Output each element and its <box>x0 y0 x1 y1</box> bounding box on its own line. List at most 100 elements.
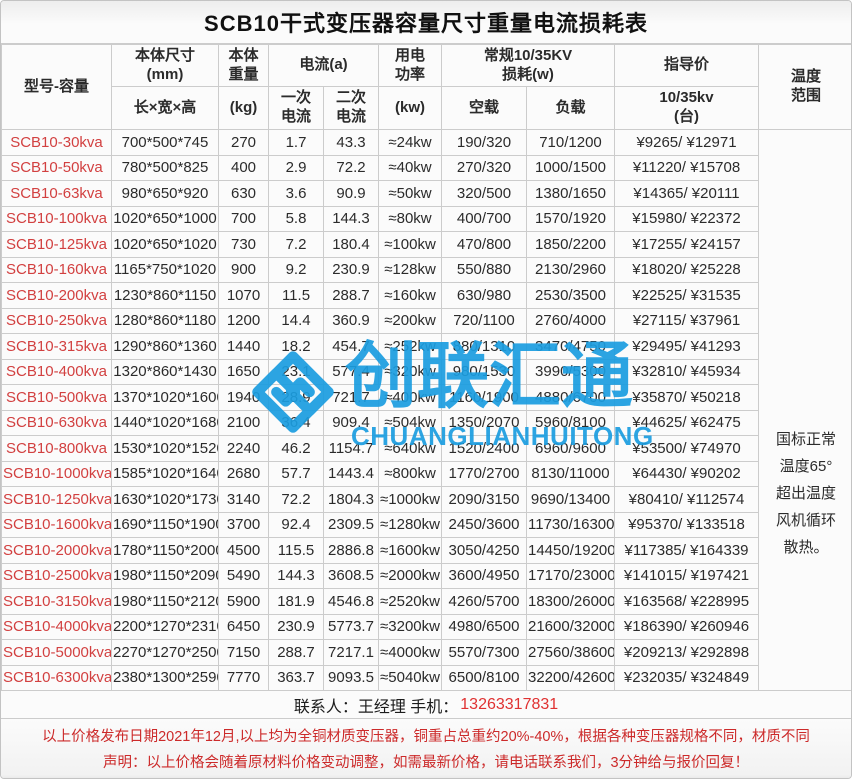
table-row: SCB10-1000kva 1585*1020*1640 2680 57.7 1443.… <box>1 460 852 487</box>
secondary-current-cell: 288.7 <box>323 282 379 309</box>
load-loss-cell: 1570/1920 <box>526 205 615 232</box>
power-cell: ≈80kw <box>378 205 442 232</box>
power-cell: ≈800kw <box>378 460 442 487</box>
noload-loss-cell: 1520/2400 <box>441 435 527 462</box>
noload-loss-cell: 400/700 <box>441 205 527 232</box>
noload-loss-cell: 4980/6500 <box>441 613 527 640</box>
secondary-current-cell: 454.7 <box>323 333 379 360</box>
model-cell: SCB10-1000kva <box>1 460 112 487</box>
dimensions-cell: 1280*860*1180 <box>111 307 219 334</box>
dimensions-cell: 700*500*745 <box>111 129 219 156</box>
price-cell: ¥14365/ ¥20111 <box>614 180 759 207</box>
noload-loss-cell: 270/320 <box>441 154 527 181</box>
model-cell: SCB10-50kva <box>1 154 112 181</box>
dimensions-cell: 1980*1150*2090 <box>111 562 219 589</box>
load-loss-cell: 8130/11000 <box>526 460 615 487</box>
load-loss-cell: 5960/8100 <box>526 409 615 436</box>
table-row: SCB10-100kva 1020*650*1000 700 5.8 144.3 ≈80k… <box>1 205 852 232</box>
table-row: SCB10-6300kva 2380*1300*2590 7770 363.7 9093… <box>1 664 852 691</box>
current-header: 电流(a) <box>268 44 379 87</box>
noload-loss-cell: 720/1100 <box>441 307 527 334</box>
model-cell: SCB10-30kva <box>1 129 112 156</box>
primary-current-cell: 363.7 <box>268 664 324 691</box>
weight-cell: 270 <box>218 129 269 156</box>
primary-current-cell: 14.4 <box>268 307 324 334</box>
load-loss-cell: 1380/1650 <box>526 180 615 207</box>
weight-sub-header: (kg) <box>218 86 269 130</box>
page-title: SCB10干式变压器容量尺寸重量电流损耗表 <box>1 1 851 44</box>
dimensions-cell: 1290*860*1360 <box>111 333 219 360</box>
price-cell: ¥163568/ ¥228995 <box>614 588 759 615</box>
weight-cell: 630 <box>218 180 269 207</box>
primary-current-cell: 1.7 <box>268 129 324 156</box>
primary-current-cell: 230.9 <box>268 613 324 640</box>
power-cell: ≈2000kw <box>378 562 442 589</box>
secondary-current-cell: 3608.5 <box>323 562 379 589</box>
dimensions-cell: 1585*1020*1640 <box>111 460 219 487</box>
model-cell: SCB10-315kva <box>1 333 112 360</box>
primary-current-cell: 288.7 <box>268 639 324 666</box>
model-cell: SCB10-630kva <box>1 409 112 436</box>
table-row: SCB10-63kva 980*650*920 630 3.6 90.9 ≈50kw 320… <box>1 180 852 207</box>
noload-loss-cell: 980/1530 <box>441 358 527 385</box>
weight-cell: 900 <box>218 256 269 283</box>
weight-cell: 3140 <box>218 486 269 513</box>
table-row: SCB10-315kva 1290*860*1360 1440 18.2 454.7 ≈2… <box>1 333 852 360</box>
noload-loss-cell: 190/320 <box>441 129 527 156</box>
power-cell: ≈160kw <box>378 282 442 309</box>
noload-loss-cell: 550/880 <box>441 256 527 283</box>
secondary-current-cell: 721.7 <box>323 384 379 411</box>
price-cell: ¥186390/ ¥260946 <box>614 613 759 640</box>
table-row: SCB10-30kva 700*500*745 270 1.7 43.3 ≈24kw 190… <box>1 129 851 691</box>
price-cell: ¥9265/ ¥12971 <box>614 129 759 156</box>
power-cell: ≈5040kw <box>378 664 442 691</box>
noload-loss-cell: 6500/8100 <box>441 664 527 691</box>
load-loss-cell: 3990/5300 <box>526 358 615 385</box>
power-cell: ≈40kw <box>378 154 442 181</box>
load-loss-cell: 710/1200 <box>526 129 615 156</box>
price-sub-header: 10/35kv (台) <box>614 86 759 130</box>
load-loss-cell: 18300/26000 <box>526 588 615 615</box>
noload-loss-cell: 1770/2700 <box>441 460 527 487</box>
power-cell: ≈504kw <box>378 409 442 436</box>
power-cell: ≈320kw <box>378 358 442 385</box>
power-cell: ≈3200kw <box>378 613 442 640</box>
dimensions-cell: 980*650*920 <box>111 180 219 207</box>
load-loss-cell: 11730/16300 <box>526 511 615 538</box>
dimensions-cell: 1440*1020*1680 <box>111 409 219 436</box>
power-cell: ≈2520kw <box>378 588 442 615</box>
model-cell: SCB10-4000kva <box>1 613 112 640</box>
table-row: SCB10-200kva 1230*860*1150 1070 11.5 288.7 ≈1… <box>1 282 852 309</box>
temperature-note-cell: 国标正常 温度65° 超出温度 风机循环 散热。 <box>758 129 851 691</box>
temperature-note-line: 散热。 <box>783 539 829 556</box>
model-cell: SCB10-1250kva <box>1 486 112 513</box>
loss-header: 常规10/35KV 损耗(w) <box>441 44 615 87</box>
model-cell: SCB10-5000kva <box>1 639 112 666</box>
weight-cell: 1940 <box>218 384 269 411</box>
table-row: SCB10-1250kva 1630*1020*1730 3140 72.2 1804.… <box>1 486 852 513</box>
model-cell: SCB10-125kva <box>1 231 112 258</box>
load-loss-cell: 6960/9600 <box>526 435 615 462</box>
model-cell: SCB10-2500kva <box>1 562 112 589</box>
table-row: SCB10-50kva 780*500*825 400 2.9 72.2 ≈40kw 270… <box>1 154 852 181</box>
secondary-current-cell: 230.9 <box>323 256 379 283</box>
table-body: SCB10-30kva 700*500*745 270 1.7 43.3 ≈24kw 190… <box>1 129 852 691</box>
table-row: SCB10-160kva 1165*750*1020 900 9.2 230.9 ≈128… <box>1 256 852 283</box>
temperature-note-line: 国标正常 <box>775 431 836 448</box>
price-cell: ¥15980/ ¥22372 <box>614 205 759 232</box>
price-cell: ¥27115/ ¥37961 <box>614 307 759 334</box>
disclaimer: 以上价格发布日期2021年12月,以上均为全铜材质变压器，铜重占总重约20%-4… <box>1 719 851 778</box>
primary-current-cell: 23.1 <box>268 358 324 385</box>
noload-loss-cell: 2450/3600 <box>441 511 527 538</box>
weight-cell: 3700 <box>218 511 269 538</box>
primary-current-cell: 11.5 <box>268 282 324 309</box>
table-row: SCB10-250kva 1280*860*1180 1200 14.4 360.9 ≈2… <box>1 307 852 334</box>
disclaimer-line-2: 声明：以上价格会随着原材料价格变动调整，如需最新价格，请电话联系我们，3分钟给与… <box>102 755 750 771</box>
disclaimer-line-1: 以上价格发布日期2021年12月,以上均为全铜材质变压器，铜重占总重约20%-4… <box>42 729 810 745</box>
model-cell: SCB10-500kva <box>1 384 112 411</box>
power-cell: ≈200kw <box>378 307 442 334</box>
noload-loss-cell: 1350/2070 <box>441 409 527 436</box>
power-cell: ≈1000kw <box>378 486 442 513</box>
primary-current-cell: 18.2 <box>268 333 324 360</box>
